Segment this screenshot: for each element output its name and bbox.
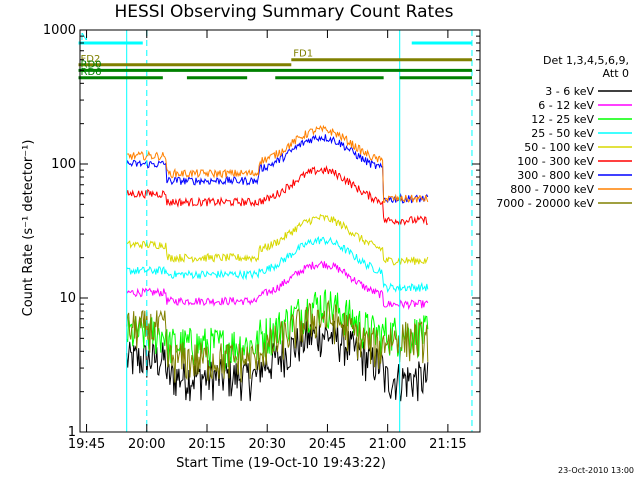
data-layer — [126, 30, 473, 432]
y-tick-label-2: 100 — [51, 157, 76, 172]
flag-label-0: N — [81, 32, 88, 43]
axes: 19:45 20:00 20:15 20:30 20:45 21:00 21:15 1 10 10… — [43, 23, 481, 452]
legend-label-3: 25 - 50 keV — [531, 127, 594, 140]
legend-label-0: 3 - 6 keV — [545, 85, 594, 98]
series-line-5 — [126, 164, 429, 226]
legend-label-7: 800 - 7000 keV — [510, 183, 594, 196]
x-tick-label-2: 20:15 — [188, 437, 225, 452]
legend-header-line2: Att 0 — [603, 67, 629, 80]
legend-label-6: 300 - 800 keV — [517, 169, 594, 182]
y-tick-label-3: 1000 — [43, 23, 76, 38]
series-line-4 — [126, 213, 429, 266]
x-tick-label-1: 20:00 — [128, 437, 165, 452]
x-tick-label-3: 20:30 — [248, 437, 285, 452]
x-tick-label-5: 21:00 — [369, 437, 406, 452]
series-line-7 — [126, 124, 429, 204]
flag-label-2: FD2 — [81, 54, 101, 65]
timestamp: 23-Oct-2010 13:00 — [558, 466, 634, 475]
legend-label-2: 12 - 25 keV — [531, 113, 594, 126]
series-line-3 — [126, 235, 429, 294]
legend-label-4: 50 - 100 keV — [524, 141, 594, 154]
legend-label-8: 7000 - 20000 keV — [496, 197, 594, 210]
x-tick-label-4: 20:45 — [309, 437, 346, 452]
y-tick-label-0: 1 — [68, 425, 76, 440]
x-axis-label: Start Time (19-Oct-10 19:43:22) — [176, 456, 386, 471]
series-line-6 — [126, 134, 429, 204]
x-tick-label-0: 19:45 — [68, 437, 105, 452]
chart-title: HESSI Observing Summary Count Rates — [114, 2, 453, 22]
flag-label-1: FD1 — [293, 49, 313, 60]
legend-label-1: 6 - 12 keV — [538, 99, 594, 112]
legend-label-5: 100 - 300 keV — [517, 155, 594, 168]
x-tick-label-6: 21:15 — [429, 437, 466, 452]
series-line-1 — [126, 260, 429, 311]
flag-label-3: RD0 — [81, 59, 102, 70]
series-line-8 — [126, 299, 429, 383]
y-tick-label-1: 10 — [59, 291, 76, 306]
legend-header-line1: Det 1,3,4,5,6,9, — [543, 54, 629, 67]
y-axis-label: Count Rate (s⁻¹ detector⁻¹) — [21, 140, 36, 317]
flag-label-4: RD6 — [81, 67, 102, 78]
plot-frame — [79, 29, 481, 433]
